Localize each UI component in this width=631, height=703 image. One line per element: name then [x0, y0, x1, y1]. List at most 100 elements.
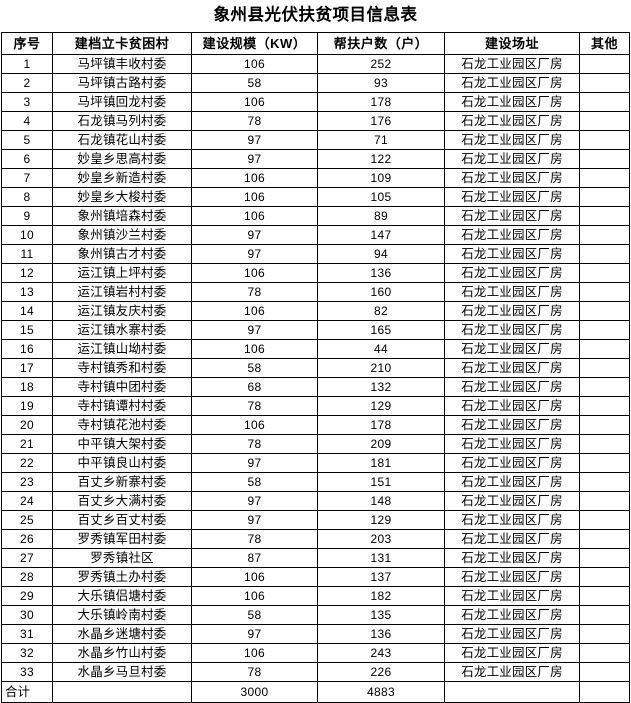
cell-other [579, 72, 630, 93]
cell-households: 182 [317, 585, 445, 606]
cell-address: 石龙工业园区厂房 [444, 110, 580, 131]
cell-village: 百丈乡百丈村委 [52, 509, 192, 530]
table-row: 16 运江镇山坳村委 106 44 石龙工业园区厂房 [1, 338, 630, 359]
cell-other [579, 205, 630, 226]
cell-index: 27 [1, 547, 53, 568]
cell-other [579, 186, 630, 207]
cell-other [579, 300, 630, 321]
cell-households: 136 [317, 623, 445, 644]
cell-households: 203 [317, 528, 445, 549]
total-scale: 3000 [191, 680, 318, 703]
cell-village: 马坪镇回龙村委 [52, 91, 192, 112]
cell-scale: 106 [191, 585, 318, 606]
cell-address: 石龙工业园区厂房 [444, 281, 580, 302]
cell-other [579, 604, 630, 625]
cell-village: 运江镇岩村村委 [52, 281, 192, 302]
cell-address: 石龙工业园区厂房 [444, 319, 580, 340]
cell-village: 象州镇沙兰村委 [52, 224, 192, 245]
cell-other [579, 357, 630, 378]
cell-address: 石龙工业园区厂房 [444, 129, 580, 150]
table-row: 10 象州镇沙兰村委 97 147 石龙工业园区厂房 [1, 224, 630, 245]
cell-index: 32 [1, 642, 53, 663]
table-body: 1 马坪镇丰收村委 106 252 石龙工业园区厂房 2 马坪镇古路村委 58 93 石龙工业园区… [1, 53, 630, 682]
table-row: 15 运江镇水寨村委 97 165 石龙工业园区厂房 [1, 319, 630, 340]
column-header-households: 帮扶户数（户） [317, 31, 445, 55]
cell-households: 178 [317, 91, 445, 112]
table-row: 3 马坪镇回龙村委 106 178 石龙工业园区厂房 [1, 91, 630, 112]
cell-address: 石龙工业园区厂房 [444, 585, 580, 606]
cell-households: 160 [317, 281, 445, 302]
total-village [52, 680, 192, 703]
table-row: 5 石龙镇花山村委 97 71 石龙工业园区厂房 [1, 129, 630, 150]
table-row: 23 百丈乡新寨村委 58 151 石龙工业园区厂房 [1, 471, 630, 492]
cell-address: 石龙工业园区厂房 [444, 167, 580, 188]
table-header-row: 序号 建档立卡贫困村 建设规模（KW） 帮扶户数（户） 建设场址 其他 [1, 31, 630, 55]
cell-village: 寺村镇谭村村委 [52, 395, 192, 416]
cell-scale: 106 [191, 167, 318, 188]
cell-index: 14 [1, 300, 53, 321]
table-row: 27 罗秀镇社区 87 131 石龙工业园区厂房 [1, 547, 630, 568]
table-row: 32 水晶乡竹山村委 106 243 石龙工业园区厂房 [1, 642, 630, 663]
cell-other [579, 414, 630, 435]
cell-village: 妙皇乡新造村委 [52, 167, 192, 188]
cell-index: 18 [1, 376, 53, 397]
table-row: 6 妙皇乡思高村委 97 122 石龙工业园区厂房 [1, 148, 630, 169]
cell-village: 百丈乡大满村委 [52, 490, 192, 511]
cell-address: 石龙工业园区厂房 [444, 452, 580, 473]
cell-village: 大乐镇侣塘村委 [52, 585, 192, 606]
cell-index: 23 [1, 471, 53, 492]
cell-address: 石龙工业园区厂房 [444, 224, 580, 245]
cell-households: 135 [317, 604, 445, 625]
cell-scale: 97 [191, 509, 318, 530]
table-row: 29 大乐镇侣塘村委 106 182 石龙工业园区厂房 [1, 585, 630, 606]
cell-index: 30 [1, 604, 53, 625]
cell-index: 26 [1, 528, 53, 549]
cell-scale: 106 [191, 205, 318, 226]
column-header-scale: 建设规模（KW） [191, 31, 318, 55]
cell-households: 137 [317, 566, 445, 587]
table-row: 20 寺村镇花池村委 106 178 石龙工业园区厂房 [1, 414, 630, 435]
table-row: 19 寺村镇谭村村委 78 129 石龙工业园区厂房 [1, 395, 630, 416]
column-header-address: 建设场址 [444, 31, 580, 55]
cell-index: 22 [1, 452, 53, 473]
cell-village: 运江镇山坳村委 [52, 338, 192, 359]
cell-address: 石龙工业园区厂房 [444, 661, 580, 682]
table-row: 14 运江镇友庆村委 106 82 石龙工业园区厂房 [1, 300, 630, 321]
cell-other [579, 167, 630, 188]
cell-households: 181 [317, 452, 445, 473]
cell-address: 石龙工业园区厂房 [444, 433, 580, 454]
cell-village: 水晶乡马旦村委 [52, 661, 192, 682]
cell-address: 石龙工业园区厂房 [444, 471, 580, 492]
cell-households: 82 [317, 300, 445, 321]
cell-other [579, 642, 630, 663]
cell-other [579, 528, 630, 549]
cell-households: 151 [317, 471, 445, 492]
column-header-other: 其他 [579, 31, 630, 55]
cell-index: 1 [1, 53, 53, 74]
cell-index: 6 [1, 148, 53, 169]
cell-index: 10 [1, 224, 53, 245]
cell-scale: 97 [191, 224, 318, 245]
cell-scale: 58 [191, 72, 318, 93]
cell-village: 水晶乡竹山村委 [52, 642, 192, 663]
table-row: 11 象州镇古才村委 97 94 石龙工业园区厂房 [1, 243, 630, 264]
cell-village: 大乐镇岭南村委 [52, 604, 192, 625]
cell-index: 5 [1, 129, 53, 150]
cell-village: 寺村镇花池村委 [52, 414, 192, 435]
cell-village: 运江镇友庆村委 [52, 300, 192, 321]
cell-index: 3 [1, 91, 53, 112]
cell-households: 148 [317, 490, 445, 511]
cell-scale: 106 [191, 262, 318, 283]
cell-other [579, 471, 630, 492]
cell-households: 176 [317, 110, 445, 131]
cell-scale: 106 [191, 338, 318, 359]
cell-index: 20 [1, 414, 53, 435]
table-row: 18 寺村镇中团村委 68 132 石龙工业园区厂房 [1, 376, 630, 397]
table-row: 13 运江镇岩村村委 78 160 石龙工业园区厂房 [1, 281, 630, 302]
cell-address: 石龙工业园区厂房 [444, 205, 580, 226]
table-row: 17 寺村镇秀和村委 58 210 石龙工业园区厂房 [1, 357, 630, 378]
cell-index: 28 [1, 566, 53, 587]
cell-households: 89 [317, 205, 445, 226]
cell-scale: 97 [191, 129, 318, 150]
table-row: 26 罗秀镇军田村委 78 203 石龙工业园区厂房 [1, 528, 630, 549]
